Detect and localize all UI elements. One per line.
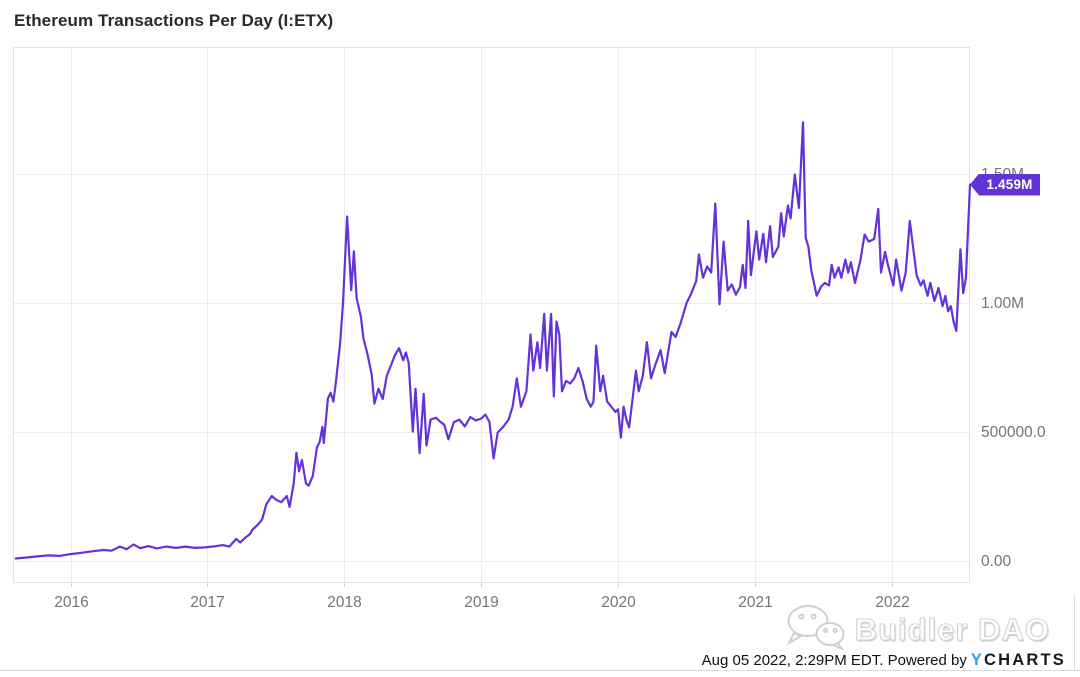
x-axis-label: 2020 [601,594,636,611]
last-value-badge: 1.459M [970,173,1040,196]
bottom-divider [0,670,1080,671]
ycharts-logo-rest: CHARTS [984,650,1066,669]
right-divider [1074,595,1075,670]
x-axis-label: 2017 [190,594,225,611]
x-axis-label: 2019 [464,594,499,611]
watermark: Buidler DAO [785,604,1050,655]
x-axis-label: 2016 [54,594,89,611]
attribution-footer: Aug 05 2022, 2:29PM EDT. Powered by YCHA… [702,650,1066,670]
chart-plot-area[interactable] [13,47,972,587]
series-line [14,121,972,560]
y-axis-label: 1.00M [981,294,1025,312]
x-axis-label: 2022 [875,594,910,611]
ycharts-logo: YCHARTS [971,651,1066,670]
watermark-label: Buidler DAO [854,611,1050,647]
wechat-icon [785,604,847,655]
x-axis-label: 2021 [738,594,773,611]
x-axis-label: 2018 [327,594,362,611]
ycharts-logo-y: Y [970,650,985,669]
line-chart [13,47,972,587]
y-axis-label: 0.00 [981,552,1012,570]
y-axis-label: 500000.0 [981,423,1046,441]
timestamp: Aug 05 2022, 2:29PM EDT. Powered by [701,651,967,669]
page-title: Ethereum Transactions Per Day (I:ETX) [14,11,334,30]
